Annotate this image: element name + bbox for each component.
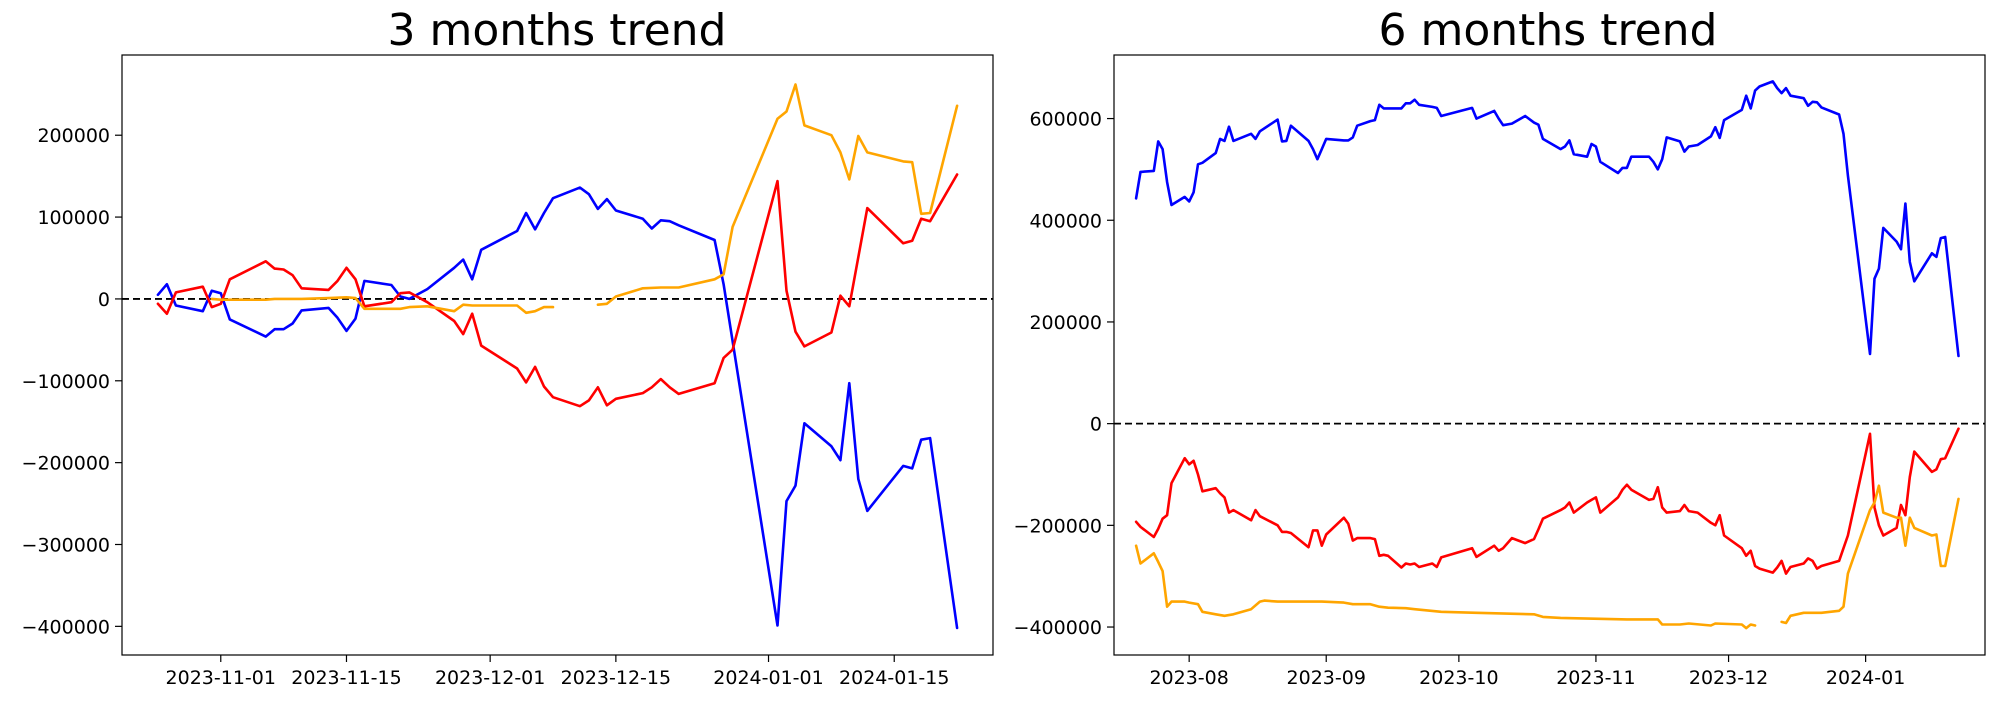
y-tick-label: −200000 [22, 453, 110, 475]
plot-area-frame [121, 54, 994, 656]
y-tick-label: −400000 [22, 616, 110, 638]
chart-3-months: 3 months trend −400000 −300000 −200000 −100… [22, 5, 994, 689]
chart-title: 3 months trend [388, 5, 727, 56]
series-line-3 [210, 83, 959, 315]
y-tick-label: 0 [98, 289, 110, 311]
series-line-1 [1134, 80, 1960, 358]
y-tick-label: 400000 [1029, 210, 1102, 232]
series-line-3 [1134, 484, 1960, 630]
y-tick-label: 200000 [1029, 312, 1102, 334]
x-tick-label: 2024-01-15 [839, 667, 949, 689]
x-tick-label: 2023-11-15 [291, 667, 401, 689]
series-line-2 [1134, 427, 1960, 575]
x-tick-label: 2024-01 [1826, 667, 1905, 689]
series-line-1 [156, 186, 959, 630]
y-tick-label: 200000 [37, 125, 110, 147]
x-tick-label: 2023-09 [1287, 667, 1366, 689]
x-tick-label: 2023-11 [1556, 667, 1635, 689]
chart-6-months: 6 months trend −400000 −200000 0 200000 4000… [1014, 5, 1986, 689]
x-tick-label: 2023-11-01 [166, 667, 276, 689]
y-tick-label: −200000 [1014, 515, 1102, 537]
x-tick-label: 2023-08 [1149, 667, 1228, 689]
x-tick-label: 2023-10 [1419, 667, 1498, 689]
y-tick-label: −300000 [22, 534, 110, 556]
x-tick-label: 2023-12-15 [561, 667, 671, 689]
plot-area-frame [1113, 54, 1986, 656]
chart-title: 6 months trend [1379, 5, 1718, 56]
series-line-2 [156, 173, 959, 408]
y-tick-label: 600000 [1029, 109, 1102, 131]
y-tick-label: 100000 [37, 207, 110, 229]
x-tick-label: 2023-12-01 [435, 667, 545, 689]
y-tick-label: −100000 [22, 371, 110, 393]
y-tick-label: 0 [1090, 414, 1102, 436]
y-tick-label: −400000 [1014, 617, 1102, 639]
x-tick-label: 2023-12 [1689, 667, 1768, 689]
x-tick-label: 2024-01-01 [713, 667, 823, 689]
